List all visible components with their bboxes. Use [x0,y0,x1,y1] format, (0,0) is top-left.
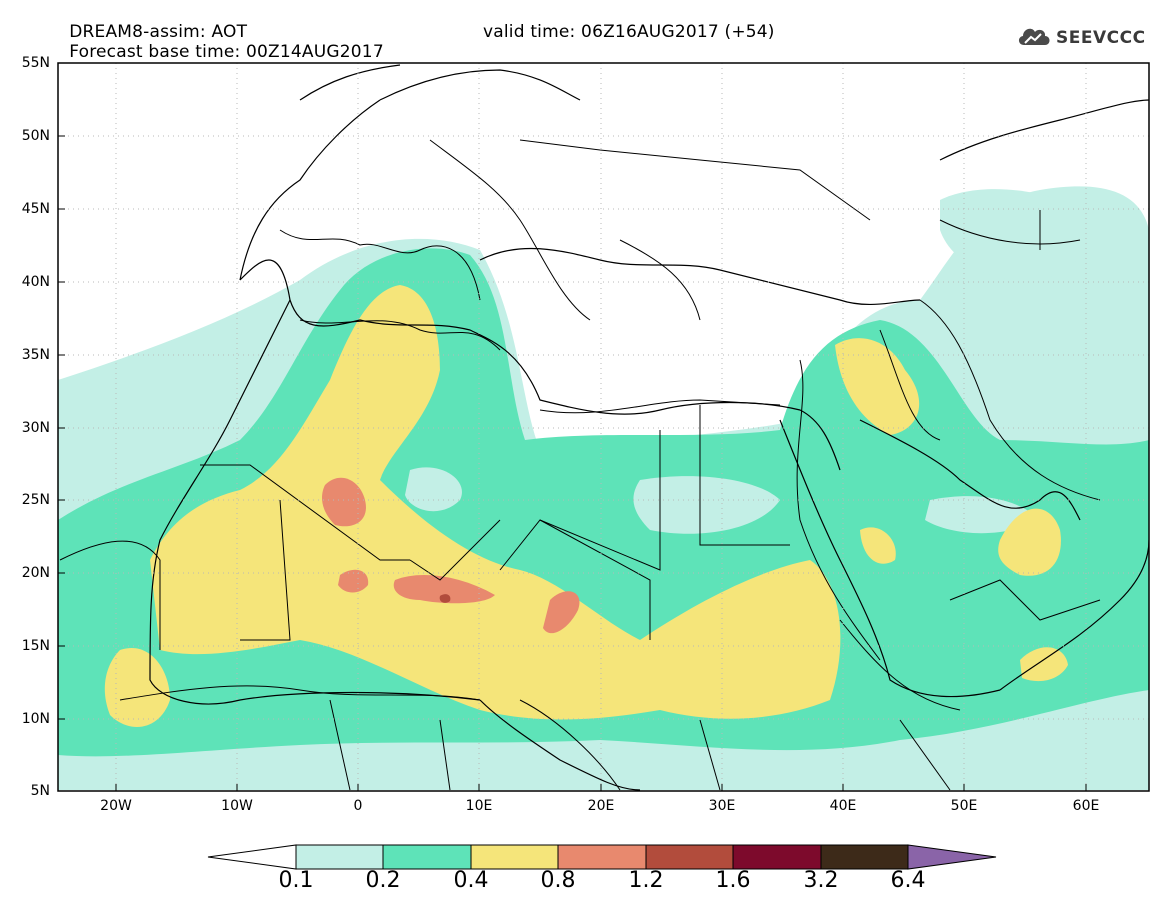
lon-label: 50E [950,798,978,814]
colorbar-label: 1.2 [628,868,664,893]
colorbar-lower-arrow [207,844,297,870]
base-time: Forecast base time: 00Z14AUG2017 [69,42,384,62]
aot-contours [58,186,1149,791]
lat-label: 35N [21,347,50,363]
gridlines [58,63,1149,791]
colorbar-swatch [382,844,472,870]
model-title: DREAM8-assim: AOT [69,22,248,42]
colorbar-swatch [645,844,734,870]
colorbar-label: 0.2 [365,868,401,893]
aot-band-0.8 [322,477,580,634]
lon-label: 40E [829,798,857,814]
map-frame [57,62,1150,792]
colorbar-label: 3.2 [803,868,839,893]
colorbar-swatch [470,844,559,870]
axis-ticks [58,62,1087,791]
colorbar-label: 1.6 [715,868,751,893]
lon-label: 0 [353,798,363,814]
lat-label: 55N [21,55,50,71]
valid-time: valid time: 06Z16AUG2017 (+54) [483,22,775,42]
lon-label: 10W [221,798,253,814]
coastlines [149,64,1149,791]
lat-label: 10N [21,711,50,727]
logo-text: SEEVCCC [1056,28,1146,48]
lon-label: 20W [100,798,132,814]
lat-label: 15N [21,638,50,654]
lon-label: 10E [465,798,493,814]
aot-band-0.4 [104,285,1068,727]
colorbar-label: 0.4 [453,868,489,893]
lat-label: 25N [21,492,50,508]
colorbar-upper-arrow [907,844,997,870]
colorbar-label: 6.4 [890,868,926,893]
cloud-icon [1016,23,1052,53]
country-borders [59,139,1101,791]
lat-label: 40N [21,274,50,290]
seevccc-logo: SEEVCCC [1016,20,1146,56]
lat-label: 5N [30,783,50,799]
lat-label: 30N [21,420,50,436]
colorbar-swatch [820,844,909,870]
colorbar-swatch [295,844,384,870]
colorbar-swatch [732,844,822,870]
lon-label: 20E [587,798,615,814]
colorbar-label: 0.8 [540,868,576,893]
lat-label: 20N [21,565,50,581]
colorbar [207,844,997,870]
aot-holes [405,467,1040,534]
aot-band-1.2 [439,594,451,603]
time-line: Forecast base time: 00Z14AUG2017 valid t… [58,22,774,82]
lon-label: 30E [708,798,736,814]
chart-title: DREAM8-assim: AOT [58,2,247,42]
colorbar-swatch [557,844,647,870]
lon-label: 60E [1072,798,1100,814]
colorbar-label: 0.1 [278,868,314,893]
lat-label: 45N [21,201,50,217]
lat-label: 50N [21,128,50,144]
